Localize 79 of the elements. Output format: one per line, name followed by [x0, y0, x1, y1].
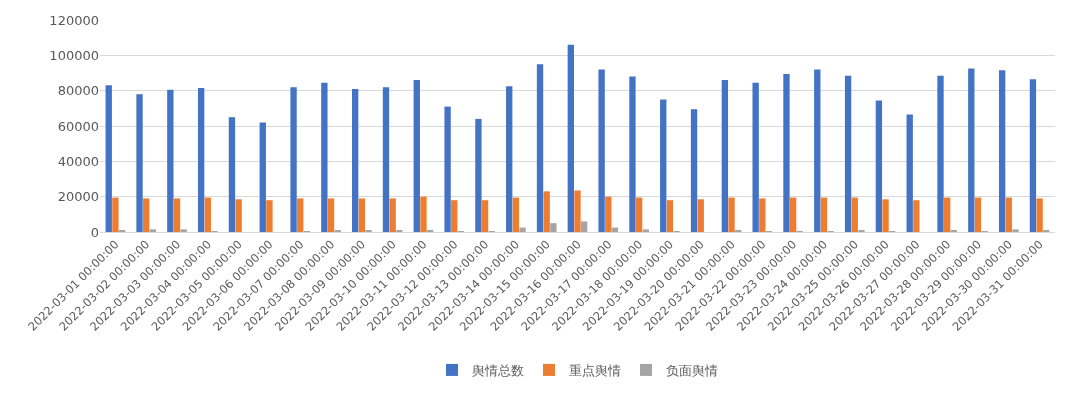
bar [666, 200, 674, 232]
bar [266, 200, 273, 232]
bar [112, 197, 119, 232]
y-tick-label: 120000 [49, 12, 99, 28]
bar [358, 198, 366, 232]
bar [660, 99, 667, 232]
y-tick-label: 60000 [57, 118, 99, 134]
bar [543, 191, 550, 232]
bar [882, 199, 889, 232]
bar [1012, 229, 1019, 232]
bar [598, 69, 605, 232]
bar [1036, 198, 1043, 232]
bar [167, 89, 174, 232]
bar [550, 223, 557, 232]
y-tick-label: 100000 [49, 47, 99, 63]
bar [481, 200, 489, 232]
bar [581, 221, 588, 232]
y-tick-label: 40000 [57, 153, 99, 169]
bar [851, 197, 858, 232]
bar [605, 196, 612, 232]
y-tick-label: 80000 [57, 83, 99, 99]
bar [519, 227, 526, 232]
bar [105, 85, 112, 232]
bar [297, 198, 304, 232]
bar [906, 114, 913, 232]
bar [235, 199, 242, 232]
bar [1005, 197, 1012, 232]
bar [290, 87, 297, 232]
bar [642, 229, 649, 232]
legend-label: 舆情总数 [472, 362, 524, 378]
bar [690, 109, 698, 232]
bar [475, 118, 482, 232]
bar [180, 229, 187, 232]
bar [814, 69, 821, 232]
bar [574, 190, 581, 232]
bar [789, 197, 797, 232]
bar [728, 197, 735, 232]
bar [352, 88, 359, 232]
bar [149, 229, 157, 232]
bar [875, 100, 883, 232]
bar [413, 80, 420, 232]
bar [444, 106, 451, 232]
bar [512, 197, 520, 232]
bar [968, 68, 975, 232]
bar [1029, 79, 1037, 232]
bar [937, 75, 944, 232]
bar [759, 198, 766, 232]
y-tick-label: 0 [90, 224, 99, 240]
bar [204, 197, 211, 232]
legend-label: 重点舆情 [569, 362, 621, 378]
y-tick-label: 20000 [57, 189, 99, 205]
bar [974, 197, 982, 232]
bar [998, 70, 1006, 232]
bar [197, 88, 205, 232]
bar [913, 200, 920, 232]
bar [783, 73, 790, 232]
bar [382, 87, 390, 232]
bar [506, 86, 513, 232]
legend-label: 负面舆情 [666, 362, 718, 378]
bar [228, 117, 236, 232]
bar [820, 197, 828, 232]
bar [752, 82, 759, 232]
bar [136, 94, 143, 232]
bar [567, 44, 574, 232]
bar [389, 198, 396, 232]
bar [697, 199, 704, 232]
bar [173, 198, 181, 232]
bar [629, 76, 636, 232]
bar [143, 198, 150, 232]
bar [420, 196, 427, 232]
bar [327, 198, 335, 232]
bar [844, 75, 852, 232]
bar [536, 64, 544, 232]
bar [321, 82, 328, 232]
bar [944, 197, 951, 232]
bar [259, 122, 266, 232]
bar [451, 200, 458, 232]
bar [635, 197, 643, 232]
bar [721, 80, 729, 232]
